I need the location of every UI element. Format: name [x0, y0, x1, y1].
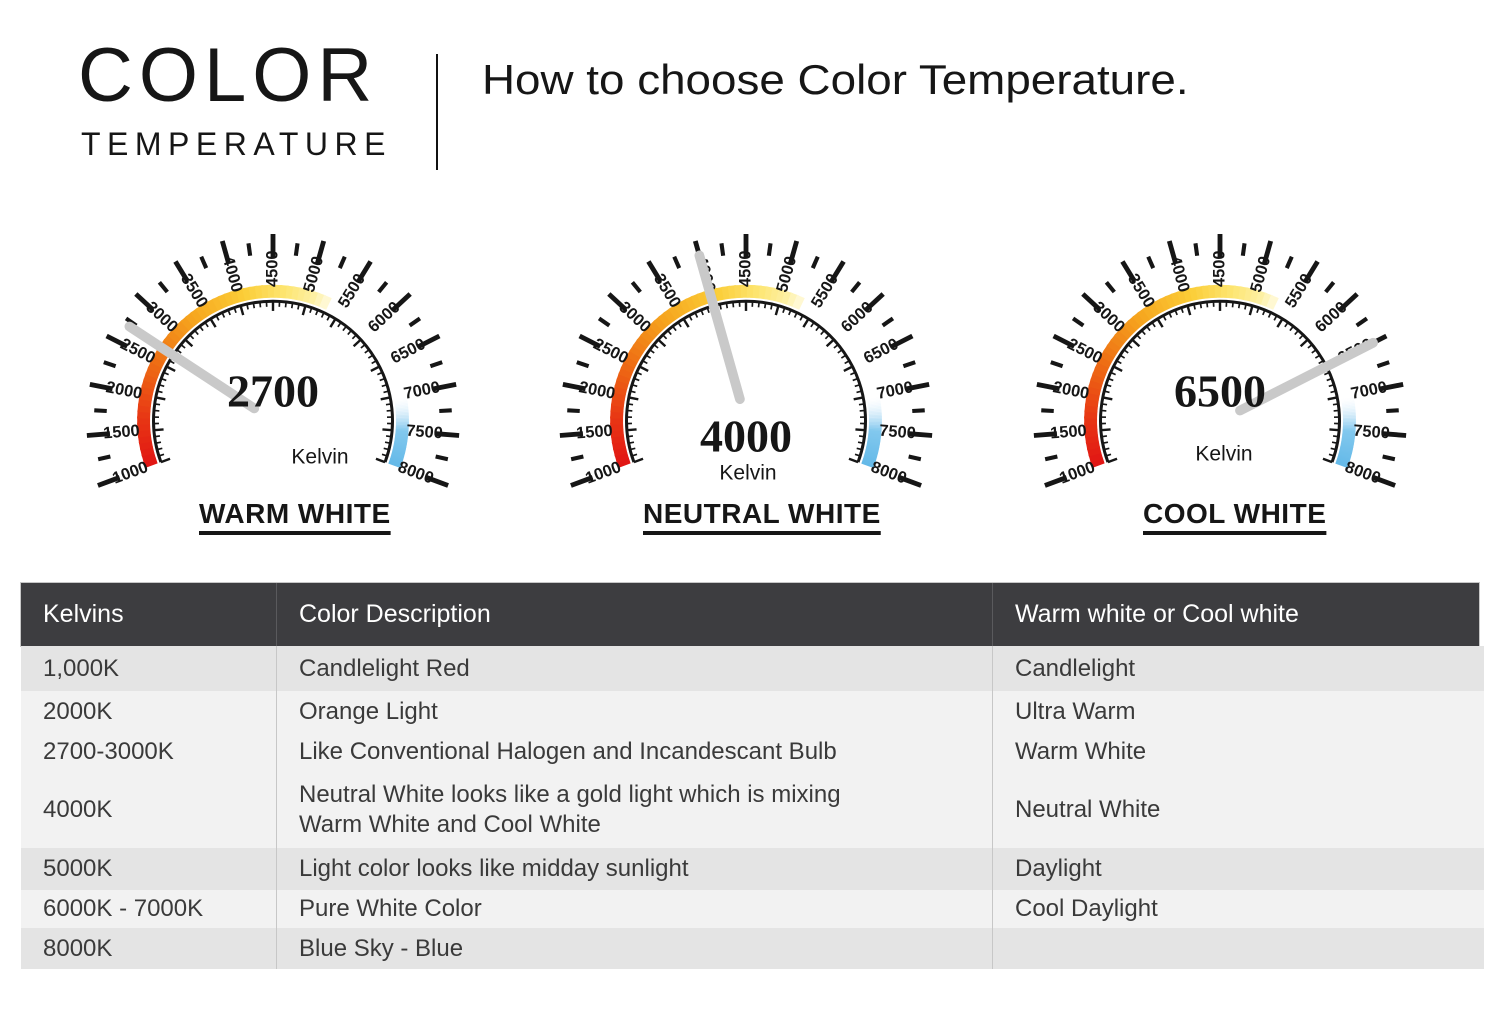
svg-text:8000: 8000 — [395, 458, 436, 488]
svg-text:4000: 4000 — [1166, 254, 1193, 294]
svg-text:Kelvin: Kelvin — [719, 462, 776, 485]
svg-text:8000: 8000 — [1342, 458, 1383, 488]
svg-text:2000: 2000 — [104, 378, 143, 403]
svg-text:1500: 1500 — [576, 422, 614, 443]
svg-text:1500: 1500 — [103, 422, 141, 443]
svg-text:4500: 4500 — [736, 250, 754, 287]
svg-text:5000: 5000 — [1247, 254, 1274, 294]
svg-text:7000: 7000 — [402, 378, 441, 403]
svg-text:Kelvin: Kelvin — [291, 446, 348, 469]
svg-text:8000: 8000 — [868, 458, 909, 488]
svg-text:4500: 4500 — [263, 250, 281, 287]
svg-text:4500: 4500 — [1210, 250, 1228, 287]
svg-text:4000: 4000 — [700, 411, 792, 462]
svg-text:5000: 5000 — [773, 254, 800, 294]
svg-text:2000: 2000 — [577, 378, 616, 403]
svg-text:6500: 6500 — [1174, 366, 1266, 417]
svg-text:2700: 2700 — [227, 366, 319, 417]
svg-text:7000: 7000 — [1349, 378, 1388, 403]
svg-text:7500: 7500 — [879, 422, 917, 443]
svg-text:2500: 2500 — [590, 335, 631, 368]
svg-text:7500: 7500 — [406, 422, 444, 443]
svg-text:Kelvin: Kelvin — [1195, 443, 1252, 466]
svg-text:2000: 2000 — [1051, 378, 1090, 403]
svg-text:1000: 1000 — [1057, 458, 1098, 488]
svg-text:5000: 5000 — [300, 254, 327, 294]
svg-text:6500: 6500 — [861, 335, 902, 368]
svg-text:1500: 1500 — [1050, 422, 1088, 443]
svg-text:1000: 1000 — [583, 458, 624, 488]
svg-text:4000: 4000 — [219, 254, 246, 294]
svg-text:6500: 6500 — [388, 335, 429, 368]
svg-text:1000: 1000 — [110, 458, 151, 488]
svg-text:2500: 2500 — [1064, 335, 1105, 368]
svg-text:7000: 7000 — [875, 378, 914, 403]
svg-text:7500: 7500 — [1353, 422, 1391, 443]
